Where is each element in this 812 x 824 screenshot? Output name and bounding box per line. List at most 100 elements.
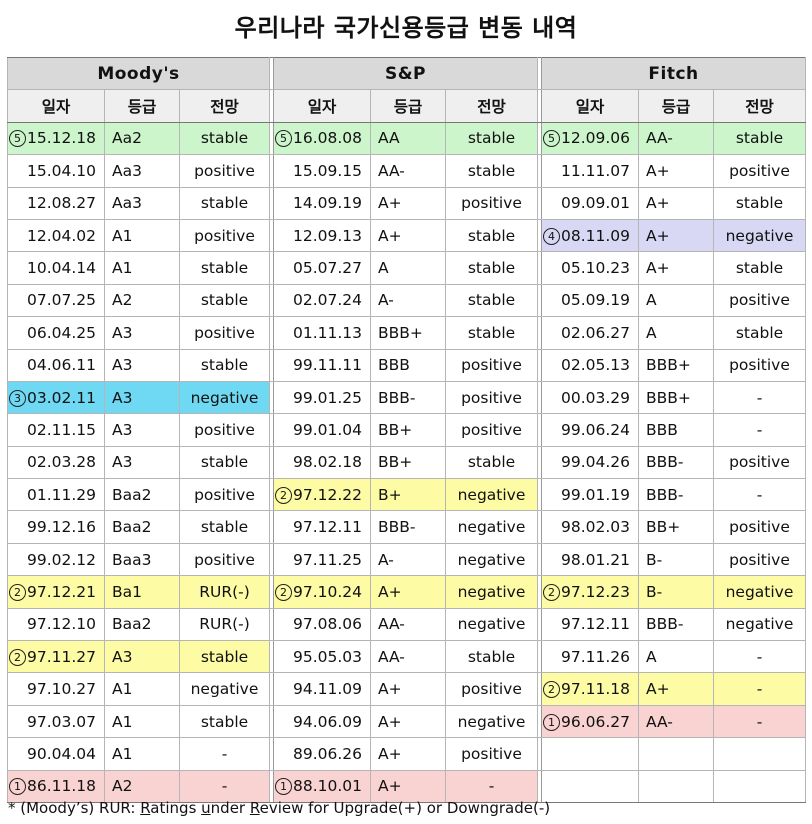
moodys-outlook-cell: RUR(-): [179, 607, 270, 642]
moodys-date-cell: 06.04.25: [7, 316, 105, 350]
fitch-outlook-cell: -: [713, 413, 806, 447]
moodys-date-cell: 97.03.07: [7, 704, 105, 739]
fitch-outlook-cell: positive: [713, 542, 806, 577]
fitch-date-cell: 11.11.07: [541, 154, 639, 188]
moodys-date-cell: 90.04.04: [7, 737, 105, 771]
fitch-rating-cell: A: [638, 316, 714, 350]
circled-number-marker: 2: [542, 681, 560, 699]
table-row: 99.02.12 Baa3 positive 97.11.25 A-negative 98…: [7, 542, 806, 577]
sp-rating-cell: BBB+: [370, 316, 446, 350]
fitch-rating-cell: AA-: [638, 121, 714, 156]
sp-rating-cell: A+: [370, 672, 446, 706]
fitch-date-cell: 02.05.13: [541, 348, 639, 382]
fitch-date-cell: 98.01.21: [541, 542, 639, 577]
moodys-outlook-cell: -: [179, 737, 270, 771]
fitch-date-cell: 02.06.27: [541, 316, 639, 350]
moodys-outlook-cell: negative: [179, 672, 270, 706]
fitch-date-cell: 99.04.26: [541, 445, 639, 480]
moodys-date-cell: 15.04.10: [7, 154, 105, 188]
moodys-outlook-cell: negative: [179, 380, 270, 415]
fitch-outlook-cell: [713, 769, 806, 803]
table-row: 04.06.11 A3 stable 99.11.11 BBB positive 02.05…: [7, 348, 806, 382]
moodys-rating-cell: A1: [104, 704, 180, 739]
moodys-outlook-cell: positive: [179, 478, 270, 512]
fitch-outlook-cell: positive: [713, 283, 806, 318]
moodys-date-cell: 1 86.11.18: [7, 769, 105, 803]
fitch-rating-cell: [638, 769, 714, 803]
circled-number-marker: 2: [542, 583, 560, 601]
sp-outlook-cell: stable: [445, 251, 538, 285]
sp-rating-cell: BBB-: [370, 510, 446, 544]
sp-outlook-cell: positive: [445, 380, 538, 415]
fitch-outlook-cell: -: [713, 704, 806, 739]
col-header-outlook: 전망: [179, 89, 270, 123]
fitch-outlook-cell: stable: [713, 121, 806, 156]
fitch-date-cell: 2 97.11.18: [541, 672, 639, 706]
fitch-date-cell: 97.12.11: [541, 607, 639, 642]
moodys-rating-cell: Baa3: [104, 542, 180, 577]
moodys-rating-cell: A1: [104, 737, 180, 771]
moodys-date-cell: 5 15.12.18: [7, 121, 105, 156]
fitch-date-cell: [541, 769, 639, 803]
sp-outlook-cell: positive: [445, 737, 538, 771]
table-row: 97.12.10 Baa2 RUR(-) 97.08.06 AA-negative 97.…: [7, 607, 806, 642]
sp-date-cell: 99.01.04: [273, 413, 371, 447]
moodys-date-cell: 3 03.02.11: [7, 380, 105, 415]
moodys-rating-cell: A3: [104, 640, 180, 674]
fitch-rating-cell: A+: [638, 186, 714, 220]
fitch-rating-cell: BBB+: [638, 380, 714, 415]
fitch-outlook-cell: stable: [713, 186, 806, 220]
moodys-rating-cell: A3: [104, 413, 180, 447]
table-row: 5 15.12.18 Aa2 stable 5 16.08.08 AA stable 5 12.0…: [7, 121, 806, 156]
circled-number-marker: 5: [8, 130, 26, 148]
fitch-rating-cell: A+: [638, 251, 714, 285]
table-row: 2 97.11.27 A3 stable 95.05.03 AA-stable 97.11.…: [7, 640, 806, 674]
moodys-outlook-cell: RUR(-): [179, 575, 270, 609]
circled-number-marker: 2: [8, 648, 26, 666]
fitch-date-cell: 00.03.29: [541, 380, 639, 415]
table-row: 3 03.02.11 A3 negative 99.01.25 BBB-positive 0…: [7, 380, 806, 415]
fitch-rating-cell: A+: [638, 218, 714, 253]
moodys-date-cell: 04.06.11: [7, 348, 105, 382]
circled-number-marker: 2: [8, 583, 26, 601]
sp-rating-cell: A-: [370, 542, 446, 577]
moodys-date-cell: 12.04.02: [7, 218, 105, 253]
sp-rating-cell: BBB-: [370, 380, 446, 415]
moodys-rating-cell: A3: [104, 348, 180, 382]
sp-date-cell: 99.01.25: [273, 380, 371, 415]
sp-rating-cell: A+: [370, 769, 446, 803]
fitch-outlook-cell: -: [713, 478, 806, 512]
table-row: 07.07.25 A2 stable 02.07.24 A-stable 05.09.19…: [7, 283, 806, 318]
fitch-rating-cell: BB+: [638, 510, 714, 544]
table-row: 12.08.27 Aa3 stable 14.09.19 A+ positive 09.09…: [7, 186, 806, 220]
fitch-rating-cell: AA-: [638, 704, 714, 739]
moodys-outlook-cell: stable: [179, 121, 270, 156]
sp-outlook-cell: stable: [445, 218, 538, 253]
table-row: 02.03.28 A3 stable 98.02.18 BB+ stable 99.04.2…: [7, 445, 806, 480]
sp-outlook-cell: stable: [445, 316, 538, 350]
moodys-rating-cell: A1: [104, 251, 180, 285]
sp-rating-cell: AA-: [370, 607, 446, 642]
fitch-outlook-cell: negative: [713, 218, 806, 253]
fitch-outlook-cell: stable: [713, 251, 806, 285]
fitch-outlook-cell: positive: [713, 445, 806, 480]
fitch-outlook-cell: -: [713, 672, 806, 706]
sp-date-cell: 14.09.19: [273, 186, 371, 220]
sp-date-cell: 1 88.10.01: [273, 769, 371, 803]
sp-date-cell: 12.09.13: [273, 218, 371, 253]
table-row: 97.03.07 A1 stable 94.06.09 A+ negative 1 96.06…: [7, 704, 806, 739]
fitch-outlook-cell: -: [713, 380, 806, 415]
sp-outlook-cell: positive: [445, 672, 538, 706]
sp-rating-cell: A+: [370, 737, 446, 771]
sp-outlook-cell: negative: [445, 704, 538, 739]
moodys-date-cell: 2 97.12.21: [7, 575, 105, 609]
moodys-date-cell: 97.10.27: [7, 672, 105, 706]
circled-number-marker: 1: [8, 778, 26, 796]
moodys-date-cell: 2 97.11.27: [7, 640, 105, 674]
sp-rating-cell: AA-: [370, 154, 446, 188]
moodys-outlook-cell: stable: [179, 251, 270, 285]
fitch-rating-cell: BBB: [638, 413, 714, 447]
fitch-rating-cell: [638, 737, 714, 771]
fitch-outlook-cell: [713, 737, 806, 771]
sp-rating-cell: BB+: [370, 445, 446, 480]
